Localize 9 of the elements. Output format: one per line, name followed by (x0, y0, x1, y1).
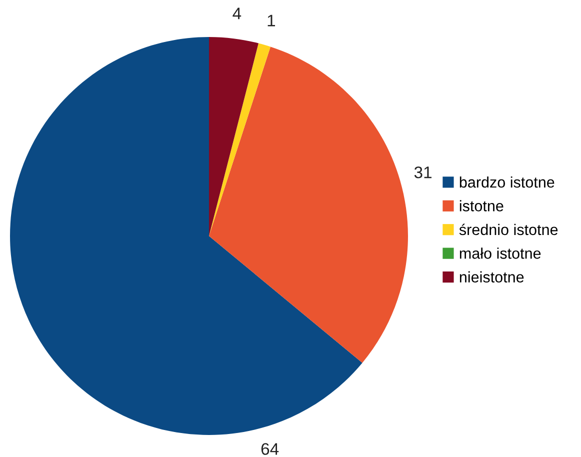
data-label: 4 (232, 8, 242, 20)
data-label: 31 (414, 166, 432, 178)
legend-label: średnio istotne (459, 224, 558, 236)
legend-label: bardzo istotne (460, 176, 554, 188)
data-label: 1 (268, 14, 276, 26)
legend-label: nieistotne (460, 271, 524, 283)
legend-label: mało istotne (460, 248, 541, 259)
legend-label: istotne (460, 200, 504, 212)
data-label: 64 (261, 443, 279, 455)
